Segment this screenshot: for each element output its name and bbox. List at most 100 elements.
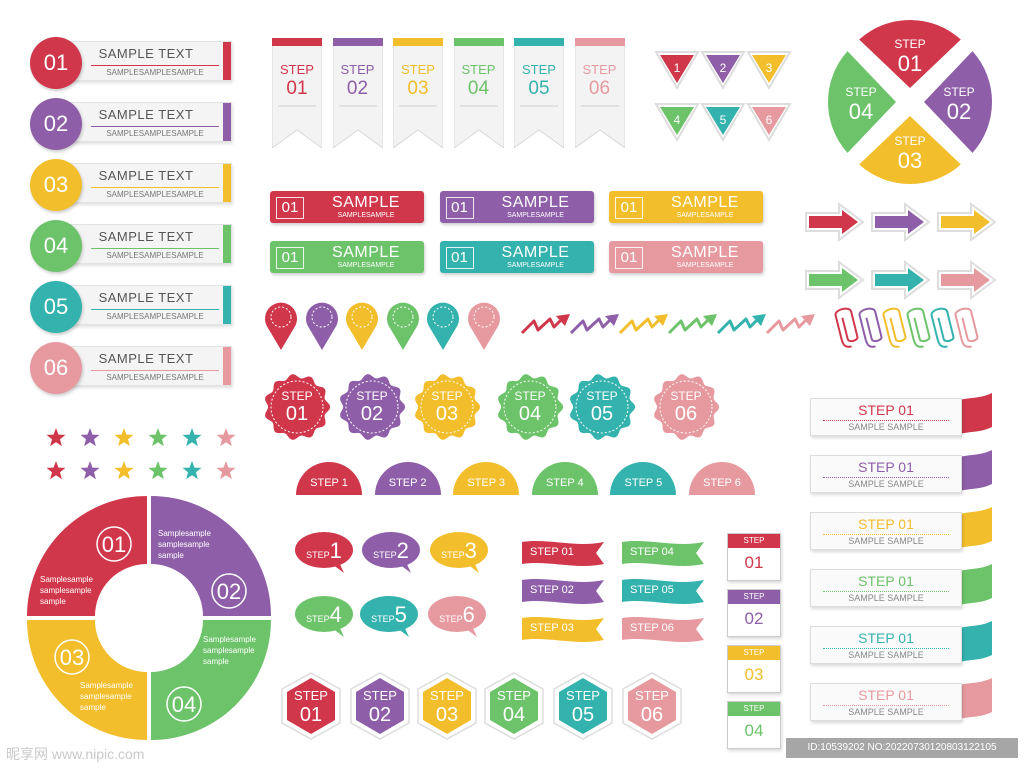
scalloped-badge-shape (340, 374, 406, 440)
hexagon-step-label: STEP (430, 688, 464, 703)
pie-segment (859, 19, 961, 88)
ring-number-circle (54, 639, 90, 675)
calendar-step-header: STEP (728, 702, 780, 716)
ribbon-tag-number: 03 (407, 78, 429, 99)
step-flag-label: STEP 01 (530, 546, 574, 558)
star-icon (182, 428, 202, 447)
hexagon-step-shape (350, 672, 410, 740)
pie-step-number: 01 (898, 51, 922, 76)
hexagon-step: STEP 03 (417, 672, 477, 740)
scalloped-badge: STEP 06 (652, 373, 720, 441)
label-accent-bar (223, 42, 231, 80)
sample-button-number: 01 (276, 197, 304, 219)
ribbon-tag-shape (332, 38, 383, 148)
half-circle-step-tab: STEP 1 (296, 462, 362, 495)
step-flag-label: STEP 02 (530, 584, 574, 596)
ring-segment-text: Samplesample (40, 575, 93, 584)
step-card-subtitle: SAMPLE SAMPLE (848, 593, 924, 603)
label-number-circle: 03 (30, 159, 82, 211)
ribbon-tag-number: 05 (528, 78, 550, 99)
label-accent-bar (223, 347, 231, 385)
zigzag-arrow-icon (520, 314, 570, 335)
label-number-circle: 01 (30, 37, 82, 89)
label-box: SAMPLE TEXT SAMPLESAMPLESAMPLE (70, 346, 232, 386)
speech-bubble: STEP6 (427, 594, 489, 638)
label-row: SAMPLE TEXT SAMPLESAMPLESAMPLE 03 (30, 159, 240, 211)
step-card-title: STEP 01 (858, 402, 914, 418)
sample-button-subtitle: SAMPLESAMPLE (507, 212, 564, 219)
ribbon-tag-step: STEP (461, 62, 496, 77)
ribbon-tag: STEP 02 (332, 38, 383, 148)
step-card-flag (956, 678, 992, 720)
speech-bubble: STEP5 (359, 594, 421, 638)
ribbon-tag: STEP 06 (574, 38, 625, 148)
label-accent-bar (223, 164, 231, 202)
star-icon (114, 461, 134, 480)
hexagon-step-label: STEP (363, 688, 397, 703)
sample-button-number: 01 (615, 197, 643, 219)
badge-step: STEP (281, 389, 313, 403)
step-card-flag (956, 450, 992, 492)
calendar-step-card: STEP 04 (727, 701, 781, 749)
pie-step-number: 04 (849, 99, 873, 124)
hexagon-step: STEP 05 (553, 672, 613, 740)
map-pin-icon (467, 302, 500, 350)
ring-segment-text: sample (203, 657, 229, 666)
step-card: STEP 01 SAMPLE SAMPLE (810, 507, 992, 553)
step-card-subtitle: SAMPLE SAMPLE (848, 650, 924, 660)
label-title: SAMPLE TEXT (98, 107, 194, 122)
sample-button-number: 01 (615, 247, 643, 269)
step-flag: STEP 04 (620, 540, 706, 566)
sample-button-title: SAMPLE (332, 194, 400, 211)
triangle-number: 5 (720, 113, 727, 127)
badge-number: 05 (590, 403, 614, 425)
ribbon-tag-top-bar (453, 38, 504, 46)
bubble-step: STEP (306, 550, 330, 560)
bubble-number: 3 (464, 538, 477, 563)
pie-step-label: STEP (894, 134, 925, 148)
badge-step: STEP (586, 389, 618, 403)
label-subtitle: SAMPLESAMPLESAMPLE (91, 248, 219, 260)
step-card-title: STEP 01 (858, 573, 914, 589)
label-box: SAMPLE TEXT SAMPLESAMPLESAMPLE (70, 41, 232, 81)
badge-step: STEP (356, 389, 388, 403)
label-row: SAMPLE TEXT SAMPLESAMPLESAMPLE 05 (30, 281, 240, 333)
speech-bubble: STEP1 (294, 530, 356, 574)
badge-step: STEP (670, 389, 702, 403)
triangle-number: 6 (766, 113, 773, 127)
hexagon-step-number: 06 (640, 704, 664, 726)
triangle-marker: 2 (700, 51, 746, 90)
ring-segment (27, 620, 147, 740)
ribbon-tag-step: STEP (582, 62, 617, 77)
sample-button: 01 SAMPLE SAMPLESAMPLE (439, 191, 594, 223)
ring-segment-text: Samplesample (80, 681, 133, 690)
star-icon (46, 461, 66, 480)
label-box: SAMPLE TEXT SAMPLESAMPLESAMPLE (70, 102, 232, 142)
triangle-marker: 5 (700, 103, 746, 142)
step-card-body: STEP 01 SAMPLE SAMPLE (810, 569, 962, 607)
arrow-right-icon (937, 202, 997, 242)
bubble-step: STEP (371, 614, 395, 624)
ring-segment-text: samplesample (80, 692, 132, 701)
label-row: SAMPLE TEXT SAMPLESAMPLESAMPLE 02 (30, 98, 240, 150)
ribbon-tag: STEP 01 (272, 38, 322, 148)
pie-step-number: 02 (947, 99, 971, 124)
ring-segment-text: Samplesample (158, 529, 211, 538)
step-card-divider (823, 420, 949, 421)
label-row: SAMPLE TEXT SAMPLESAMPLESAMPLE 04 (30, 220, 240, 272)
label-number-circle: 02 (30, 98, 82, 150)
step-card-subtitle: SAMPLE SAMPLE (848, 479, 924, 489)
sample-button-title: SAMPLE (501, 194, 570, 211)
paper-clip-icon (954, 307, 979, 348)
ribbon-tag-step: STEP (401, 62, 435, 77)
ring-segment (151, 620, 271, 740)
bubble-step: STEP (306, 614, 330, 624)
bubble-number: 4 (329, 602, 342, 627)
step-flag: STEP 02 (520, 578, 606, 604)
pie-step-label: STEP (894, 37, 925, 51)
bubble-step: STEP (439, 614, 463, 624)
hexagon-step-number: 02 (368, 704, 392, 726)
star-icon (148, 428, 168, 447)
badge-number: 02 (360, 403, 384, 425)
